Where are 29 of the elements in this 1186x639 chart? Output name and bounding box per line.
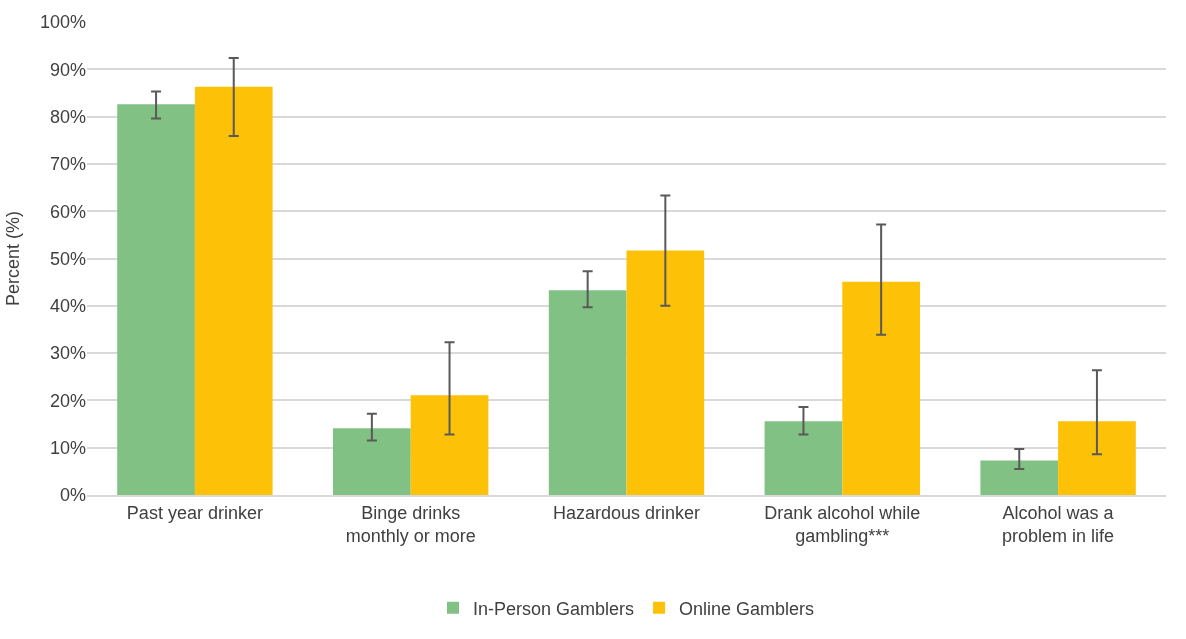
y-tick-label: 10% [49, 438, 86, 458]
y-tick-label: 70% [49, 154, 86, 175]
bar [1058, 421, 1136, 495]
x-tick-label: Drank alcohol while gambling*** [764, 502, 921, 546]
y-tick-label: 0% [59, 485, 86, 506]
legend-label: Online Gamblers [679, 598, 815, 619]
bar [194, 86, 273, 495]
bar [333, 428, 411, 495]
bar [764, 421, 843, 495]
x-tick-label: Hazardous drinker [552, 502, 701, 523]
y-tick-label: 50% [49, 248, 86, 269]
x-tick-label: Past year drinker [126, 502, 263, 523]
bar [980, 460, 1059, 495]
bar [842, 281, 920, 495]
y-tick-label: 40% [49, 296, 86, 317]
bar [548, 290, 627, 495]
y-axis-title: Percent (%) [3, 210, 24, 307]
x-tick-label: Alcohol was a problem in life [1002, 502, 1115, 546]
bar [410, 395, 489, 495]
bar [117, 104, 195, 495]
y-tick-label: 30% [49, 343, 86, 364]
x-tick-label: Binge drinks monthly or more [345, 502, 476, 546]
bar [626, 250, 705, 495]
y-tick-label: 60% [49, 201, 86, 222]
y-tick-label: 100% [39, 12, 86, 33]
y-tick-label: 80% [49, 106, 86, 127]
y-tick-label: 90% [49, 59, 86, 80]
y-tick-label: 20% [49, 390, 86, 411]
legend-label: In-Person Gamblers [473, 598, 635, 619]
